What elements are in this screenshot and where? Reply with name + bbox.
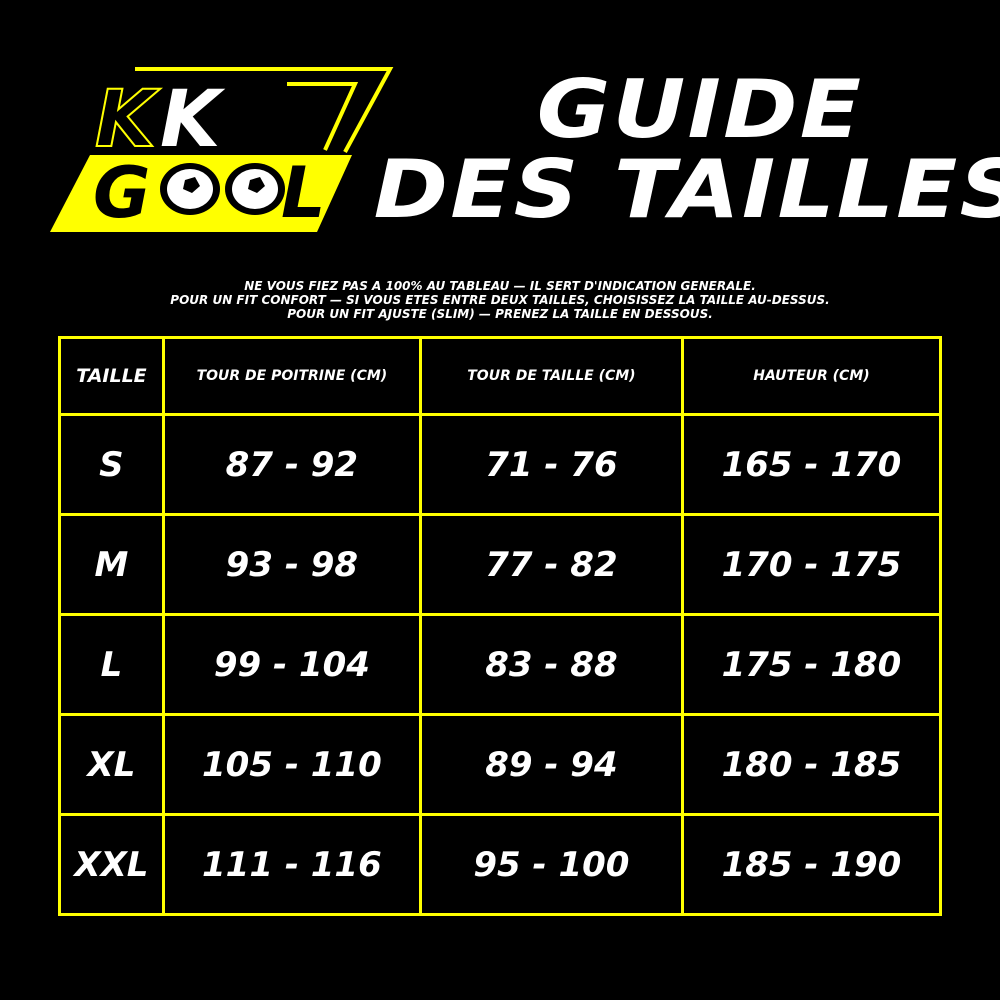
soccer-ball-icon (160, 163, 220, 215)
measurement-cell: 89 - 94 (418, 713, 684, 816)
measurement-cell: 111 - 116 (161, 813, 422, 916)
measurement-cell: 180 - 185 (680, 713, 943, 816)
measurement-cell: 71 - 76 (418, 413, 684, 516)
size-table: TAILLE TOUR DE POITRINE (CM) TOUR DE TAI… (58, 336, 943, 916)
measurement-cell: 77 - 82 (418, 513, 684, 616)
table-row: M 93 - 98 77 - 82 170 - 175 (58, 513, 943, 616)
header-cell: TAILLE (58, 336, 165, 416)
note-line: POUR UN FIT CONFORT — SI VOUS ETES ENTRE… (170, 293, 830, 307)
header-cell: TOUR DE TAILLE (CM) (418, 336, 684, 416)
size-label-cell: S (58, 413, 165, 516)
measurement-cell: 165 - 170 (680, 413, 943, 516)
table-header-row: TAILLE TOUR DE POITRINE (CM) TOUR DE TAI… (58, 336, 943, 416)
title-line-1: GUIDE (536, 63, 864, 156)
soccer-ball-icon (225, 163, 285, 215)
size-label-cell: XXL (58, 813, 165, 916)
measurement-cell: 93 - 98 (161, 513, 422, 616)
note-line: NE VOUS FIEZ PAS A 100% AU TABLEAU — IL … (244, 279, 756, 293)
measurement-cell: 83 - 88 (418, 613, 684, 716)
measurement-cell: 175 - 180 (680, 613, 943, 716)
measurement-cell: 99 - 104 (161, 613, 422, 716)
size-label-cell: XL (58, 713, 165, 816)
note-line: POUR UN FIT AJUSTE (SLIM) — PRENEZ LA TA… (287, 307, 713, 321)
header-cell: HAUTEUR (CM) (680, 336, 943, 416)
size-label-cell: M (58, 513, 165, 616)
table-row: L 99 - 104 83 - 88 175 - 180 (58, 613, 943, 716)
header-cell: TOUR DE POITRINE (CM) (161, 336, 422, 416)
measurement-cell: 170 - 175 (680, 513, 943, 616)
measurement-cell: 87 - 92 (161, 413, 422, 516)
table-row: S 87 - 92 71 - 76 165 - 170 (58, 413, 943, 516)
svg-text:G: G (93, 152, 150, 234)
size-label-cell: L (58, 613, 165, 716)
svg-text:K: K (95, 75, 161, 165)
size-notes: NE VOUS FIEZ PAS A 100% AU TABLEAU — IL … (0, 279, 1000, 321)
svg-text:L: L (281, 152, 326, 234)
table-row: XL 105 - 110 89 - 94 180 - 185 (58, 713, 943, 816)
measurement-cell: 95 - 100 (418, 813, 684, 916)
svg-text:K: K (160, 75, 226, 165)
table-row: XXL 111 - 116 95 - 100 185 - 190 (58, 813, 943, 916)
page-title: GUIDE DES TAILLES (364, 70, 1000, 230)
measurement-cell: 185 - 190 (680, 813, 943, 916)
kk-gool-logo: K K G L (50, 67, 394, 234)
measurement-cell: 105 - 110 (161, 713, 422, 816)
title-line-2: DES TAILLES (373, 143, 1000, 236)
